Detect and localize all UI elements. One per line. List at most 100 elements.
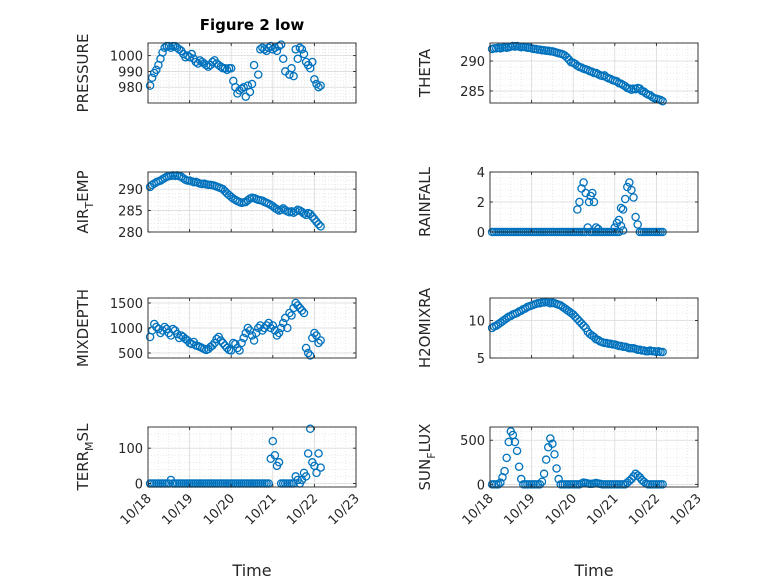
x-tick-label: 10/23 [326,491,363,528]
x-axis-label: Time [231,561,271,580]
data-point [145,81,155,90]
data-point [658,347,667,357]
data-point [537,477,547,486]
data-point [500,466,509,476]
y-axis-label: THETA [416,48,434,98]
series-h2omixra [487,297,667,357]
data-point [222,65,232,75]
grid [489,427,699,487]
data-point [278,318,288,328]
data-point [316,81,325,90]
data-point [575,316,584,326]
y-tick-label: 0 [477,478,485,493]
x-tick-label: 10/23 [668,491,705,528]
data-point [258,326,267,335]
data-point [496,478,505,487]
data-point [268,321,278,330]
data-point [305,209,315,219]
data-point [618,205,628,214]
data-point [568,310,578,319]
data-point [512,308,522,318]
data-point [220,341,230,350]
data-point [299,308,309,318]
data-point [308,57,317,67]
data-point [314,449,323,458]
axes-box [147,171,357,233]
data-point [658,480,667,489]
data-point [239,82,248,92]
data-point [287,64,296,73]
data-point [575,197,584,207]
data-point [612,77,622,86]
data-point [494,480,503,489]
data-point [264,318,273,328]
y-tick-label: 500 [460,434,485,449]
data-point [289,303,298,313]
data-point [160,322,169,332]
x-tick-label: 10/21 [585,491,622,528]
data-point [633,220,642,229]
y-tick-label: 0 [477,226,485,241]
data-point [550,450,559,459]
x-axis-label: Time [573,561,613,580]
data-point [303,348,313,358]
data-point [584,197,594,207]
data-point [274,458,284,467]
data-point [510,437,520,447]
data-point [156,176,165,185]
data-point [222,343,232,353]
data-point [158,48,167,57]
data-point [546,434,555,443]
x-tick-label: 10/20 [543,491,580,528]
data-point [291,298,300,308]
subplot-terr_msl: 0 100 10/18 10/19 10/20 10/21 10/22 10/23 TERRMS… [74,423,363,580]
series-mixdepth [145,298,325,360]
data-point [312,217,321,226]
data-point [276,323,286,333]
data-point [264,199,273,208]
data-point [627,185,636,195]
series-sun_flux [487,427,667,489]
data-point [256,45,265,54]
y-tick-label: 980 [118,81,143,96]
data-point [310,328,319,338]
x-tick-label: 10/22 [626,491,663,528]
data-point [627,474,636,484]
data-point [235,346,244,355]
data-point [231,339,240,349]
data-point [552,464,561,473]
data-point [278,54,288,64]
data-point [591,223,601,232]
data-point [579,178,588,187]
axes-box [489,42,699,104]
data-point [162,324,171,334]
data-point [631,212,640,222]
y-tick-label: 5 [477,352,485,367]
y-tick-label: 100 [118,442,143,457]
data-point [220,64,230,73]
data-point [270,450,280,460]
data-point [299,49,309,59]
data-point [291,207,300,216]
x-tick-label: 10/19 [501,491,538,528]
y-axis-label: AIRTEMP [74,170,96,233]
data-point [579,321,588,330]
data-point [312,468,321,478]
y-tick-label: 290 [118,183,143,198]
x-tick-label: 10/22 [284,491,321,528]
y-tick-label: 280 [118,226,143,241]
data-point [187,49,196,59]
data-point [272,46,282,56]
data-point [593,224,603,234]
data-point [253,70,263,79]
grid [489,42,699,104]
axes-box [147,42,357,104]
data-point [276,40,286,49]
axes-box [147,426,357,488]
data-point [487,323,497,333]
data-point [299,209,309,218]
data-point [316,463,325,472]
subplot-h2omixra: 5 10 H2OMIXRA [416,287,699,368]
